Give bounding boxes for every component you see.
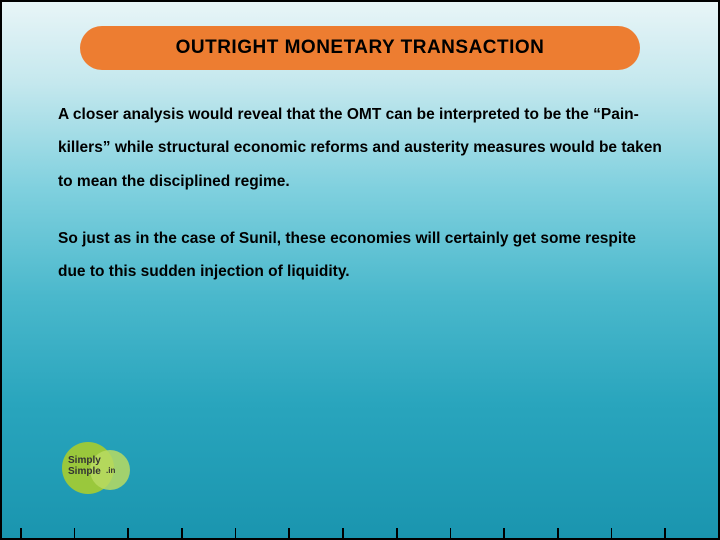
paragraph-2: So just as in the case of Sunil, these e… <box>58 222 662 289</box>
logo-text: Simply Simple <box>68 456 101 477</box>
bottom-ticks <box>2 524 718 538</box>
logo-suffix: .in <box>106 466 115 475</box>
logo: Simply Simple .in <box>62 438 132 498</box>
title-pill: OUTRIGHT MONETARY TRANSACTION <box>80 26 640 70</box>
slide: OUTRIGHT MONETARY TRANSACTION A closer a… <box>0 0 720 540</box>
logo-line2: Simple <box>68 467 101 478</box>
logo-line1: Simply <box>68 456 101 467</box>
slide-title: OUTRIGHT MONETARY TRANSACTION <box>176 37 545 59</box>
paragraph-1: A closer analysis would reveal that the … <box>58 98 662 198</box>
body-text: A closer analysis would reveal that the … <box>58 98 662 313</box>
